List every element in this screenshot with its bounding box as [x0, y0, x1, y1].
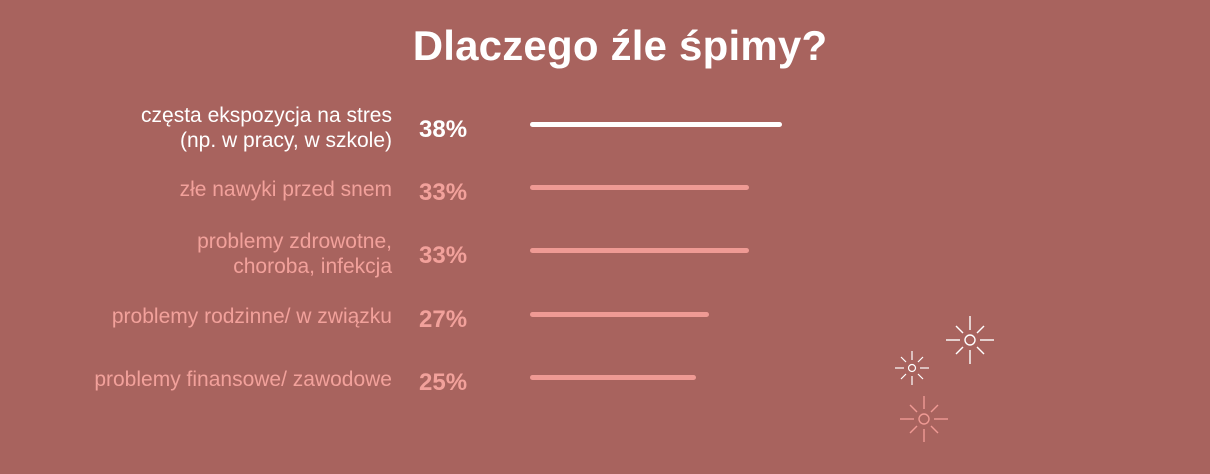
bar [530, 312, 709, 317]
category-label: częsta ekspozycja na stres (np. w pracy, … [0, 103, 392, 153]
value-label: 25% [419, 369, 468, 396]
chart-title: Dlaczego źle śpimy? [412, 22, 828, 69]
category-label-line: choroba, infekcja [233, 255, 392, 278]
category-label: problemy rodzinne/ w związku [0, 304, 392, 329]
category-label: problemy finansowe/ zawodowe [0, 367, 392, 392]
category-label: złe nawyki przed snem [0, 177, 392, 202]
value-label: 33% [419, 179, 468, 206]
bar [530, 248, 749, 253]
sparkle-icon [900, 396, 948, 442]
category-label-line: (np. w pracy, w szkole) [180, 129, 392, 152]
sparkle-icon [895, 351, 929, 385]
category-label-line: złe nawyki przed snem [179, 177, 392, 201]
value-label: 38% [419, 116, 468, 143]
category-label-line: problemy rodzinne/ w związku [111, 304, 392, 328]
bar [530, 375, 696, 380]
bar [530, 122, 782, 127]
category-label-line: częsta ekspozycja na stres [141, 104, 392, 127]
category-label: problemy zdrowotne, choroba, infekcja [0, 229, 392, 279]
value-label: 27% [419, 306, 468, 333]
bar [530, 185, 749, 190]
category-label-line: problemy zdrowotne, [197, 230, 392, 253]
sparkle-icon [946, 316, 994, 364]
category-label-line: problemy finansowe/ zawodowe [94, 367, 392, 391]
value-label: 33% [419, 242, 468, 269]
